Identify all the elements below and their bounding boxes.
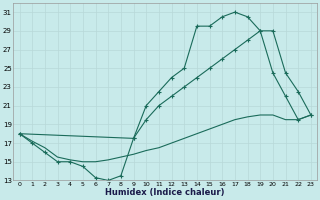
X-axis label: Humidex (Indice chaleur): Humidex (Indice chaleur) <box>106 188 225 197</box>
